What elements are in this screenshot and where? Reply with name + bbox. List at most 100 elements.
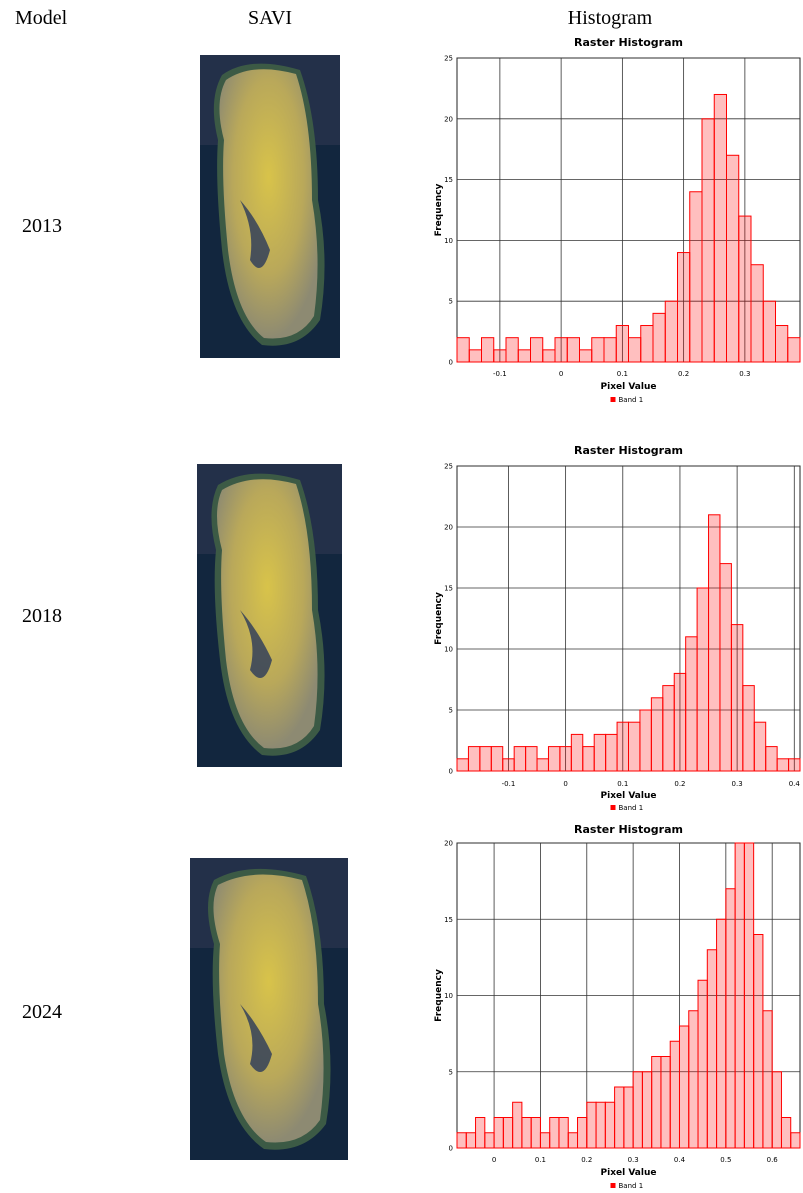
y-tick-label: 5 bbox=[449, 707, 453, 715]
histogram-bar bbox=[632, 1071, 643, 1149]
header-histogram: Histogram bbox=[568, 7, 653, 29]
x-tick-label: 0.3 bbox=[628, 1156, 639, 1164]
histogram-bar bbox=[669, 1040, 680, 1149]
histogram-bar bbox=[701, 118, 715, 363]
histogram-bar bbox=[616, 721, 629, 772]
histogram-bar bbox=[662, 685, 675, 772]
histogram-bar bbox=[456, 337, 470, 363]
legend-label: Band 1 bbox=[619, 804, 644, 812]
histogram-bar bbox=[615, 325, 629, 363]
histogram-bar bbox=[456, 758, 469, 772]
histogram-bar bbox=[651, 1056, 662, 1149]
histogram-bar bbox=[481, 337, 495, 363]
histogram-bar bbox=[730, 624, 744, 772]
x-tick-label: 0 bbox=[492, 1156, 496, 1164]
histogram-bar bbox=[554, 337, 568, 363]
histogram-bar bbox=[780, 1117, 792, 1149]
histogram-bar bbox=[765, 746, 778, 772]
x-axis-label: Pixel Value bbox=[601, 382, 657, 392]
histogram-bar bbox=[660, 1056, 671, 1149]
chart-title: Raster Histogram bbox=[574, 36, 683, 49]
histogram-bar bbox=[479, 746, 492, 772]
histogram-bar bbox=[525, 746, 538, 772]
histogram-bar bbox=[558, 1117, 569, 1149]
histogram-bar bbox=[468, 349, 482, 363]
histogram-bar bbox=[512, 1101, 523, 1149]
y-tick-label: 25 bbox=[444, 463, 453, 471]
y-tick-label: 20 bbox=[444, 524, 453, 532]
histogram-bar bbox=[539, 1132, 551, 1149]
histogram-bar bbox=[628, 337, 642, 363]
histogram-bar bbox=[639, 709, 652, 772]
savi-image bbox=[197, 464, 342, 767]
x-tick-label: 0.1 bbox=[535, 1156, 546, 1164]
histogram-bar bbox=[502, 758, 515, 772]
x-tick-label: 0.2 bbox=[678, 370, 689, 378]
histogram-bar bbox=[753, 721, 767, 772]
histogram-bar bbox=[628, 721, 641, 772]
legend-swatch bbox=[610, 805, 616, 810]
y-tick-label: 5 bbox=[449, 1068, 453, 1076]
y-tick-label: 15 bbox=[444, 585, 453, 593]
histogram-bar bbox=[742, 685, 755, 772]
savi-image bbox=[200, 55, 340, 358]
histogram-bar bbox=[685, 636, 698, 772]
histogram-bar bbox=[603, 337, 617, 363]
x-tick-label: 0.4 bbox=[789, 780, 801, 788]
x-tick-label: 0.2 bbox=[581, 1156, 592, 1164]
histogram-bar bbox=[706, 949, 718, 1149]
x-axis-label: Pixel Value bbox=[601, 1168, 657, 1178]
y-axis-label: Frequency bbox=[434, 592, 444, 645]
y-tick-label: 10 bbox=[444, 237, 453, 245]
histogram-bar bbox=[696, 587, 710, 772]
y-tick-label: 0 bbox=[449, 1145, 453, 1153]
histogram-bar bbox=[713, 93, 727, 363]
histogram-bar bbox=[790, 1132, 801, 1149]
histogram-bar bbox=[513, 746, 527, 772]
histogram-bar bbox=[726, 154, 740, 363]
histogram-bar bbox=[762, 1010, 773, 1149]
chart-title: Raster Histogram bbox=[574, 444, 683, 457]
histogram-bar bbox=[593, 733, 607, 772]
x-tick-label: 0.2 bbox=[674, 780, 685, 788]
plot-area bbox=[456, 57, 801, 363]
histogram-bar bbox=[505, 337, 519, 363]
histogram-bar bbox=[549, 1117, 560, 1149]
histogram-bar bbox=[775, 325, 789, 363]
histogram-bar bbox=[652, 312, 666, 363]
chart-title: Raster Histogram bbox=[574, 823, 683, 836]
header-savi: SAVI bbox=[248, 7, 292, 29]
histogram-bar bbox=[579, 349, 593, 363]
row-year: 2013 bbox=[22, 215, 62, 237]
histogram-bar bbox=[604, 1101, 616, 1149]
legend-label: Band 1 bbox=[619, 396, 644, 404]
x-tick-label: 0 bbox=[559, 370, 563, 378]
x-tick-label: 0 bbox=[563, 780, 567, 788]
histogram-bar bbox=[530, 1117, 541, 1149]
histogram-bar bbox=[493, 1117, 504, 1149]
histogram-bar bbox=[716, 918, 727, 1149]
histogram-bar bbox=[570, 733, 584, 772]
x-tick-label: 0.3 bbox=[739, 370, 750, 378]
histogram-bar bbox=[591, 337, 605, 363]
histogram-bar bbox=[484, 1132, 495, 1149]
histogram-bar bbox=[753, 934, 764, 1149]
histogram-bar bbox=[641, 1071, 653, 1149]
histogram-bar bbox=[725, 888, 736, 1149]
savi-image bbox=[190, 858, 348, 1160]
legend-label: Band 1 bbox=[619, 1182, 644, 1190]
y-tick-label: 10 bbox=[444, 992, 453, 1000]
histogram-bar bbox=[762, 300, 776, 363]
row-year: 2024 bbox=[22, 1001, 62, 1023]
histogram-bar bbox=[467, 746, 481, 772]
histogram-bar bbox=[577, 1117, 588, 1149]
histogram-bar bbox=[521, 1117, 532, 1149]
histogram-bar bbox=[688, 1010, 699, 1149]
histogram-bar bbox=[623, 1086, 634, 1149]
histogram-bar bbox=[750, 264, 764, 363]
y-tick-label: 5 bbox=[449, 298, 453, 306]
histogram-bar bbox=[586, 1101, 597, 1149]
histogram-bar bbox=[559, 746, 572, 772]
histogram-bar bbox=[595, 1101, 606, 1149]
x-tick-label: 0.5 bbox=[720, 1156, 731, 1164]
